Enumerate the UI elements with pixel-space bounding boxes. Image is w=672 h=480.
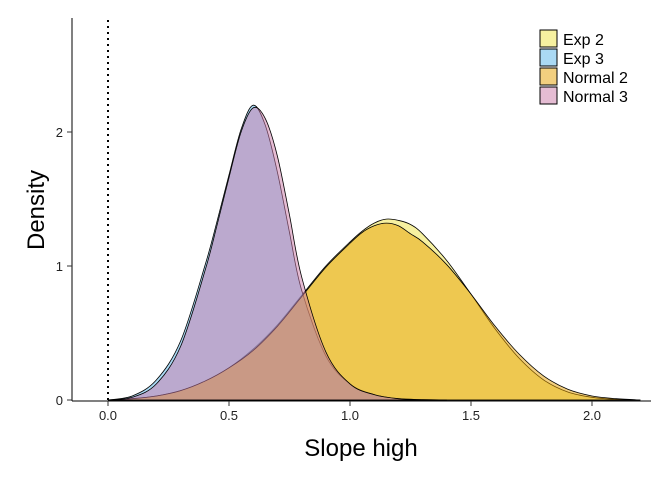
legend-item-normal-3: Normal 3 <box>539 86 628 106</box>
x-tick-4: 2.0 <box>583 401 601 423</box>
density-area-normal-3 <box>107 106 447 401</box>
x-tick-3: 1.5 <box>462 401 480 423</box>
legend-key-exp-3 <box>539 48 558 67</box>
x-tick-label: 2.0 <box>583 408 601 423</box>
y-tick-2: 2 <box>56 125 72 140</box>
x-tick-label: 0.5 <box>220 408 238 423</box>
x-axis-title: Slope high <box>304 435 417 462</box>
legend-key-exp-2 <box>539 29 558 48</box>
y-axis-title: Density <box>23 170 50 250</box>
legend-key-normal-3 <box>539 86 558 105</box>
legend-item-normal-2: Normal 2 <box>539 67 628 87</box>
legend-key-normal-2 <box>539 67 558 86</box>
y-tick-label: 2 <box>56 125 63 140</box>
legend: Exp 2 Exp 3 Normal 2 Normal 3 <box>539 29 628 106</box>
legend-label-exp-2: Exp 2 <box>563 32 604 49</box>
legend-item-exp-2: Exp 2 <box>539 29 604 49</box>
plot-area <box>107 104 641 401</box>
x-tick-label: 1.5 <box>462 408 480 423</box>
legend-label-exp-3: Exp 3 <box>563 51 604 68</box>
y-tick-label: 1 <box>56 259 63 274</box>
y-tick-1: 1 <box>56 259 72 274</box>
legend-item-exp-3: Exp 3 <box>539 48 604 68</box>
y-tick-label: 0 <box>56 393 63 408</box>
x-tick-1: 0.5 <box>220 401 238 423</box>
legend-label-normal-3: Normal 3 <box>563 89 628 106</box>
y-tick-0: 0 <box>56 393 72 408</box>
x-tick-0: 0.0 <box>99 401 117 423</box>
legend-label-normal-2: Normal 2 <box>563 70 628 87</box>
x-tick-2: 1.0 <box>341 401 359 423</box>
x-tick-label: 0.0 <box>99 408 117 423</box>
x-tick-label: 1.0 <box>341 408 359 423</box>
